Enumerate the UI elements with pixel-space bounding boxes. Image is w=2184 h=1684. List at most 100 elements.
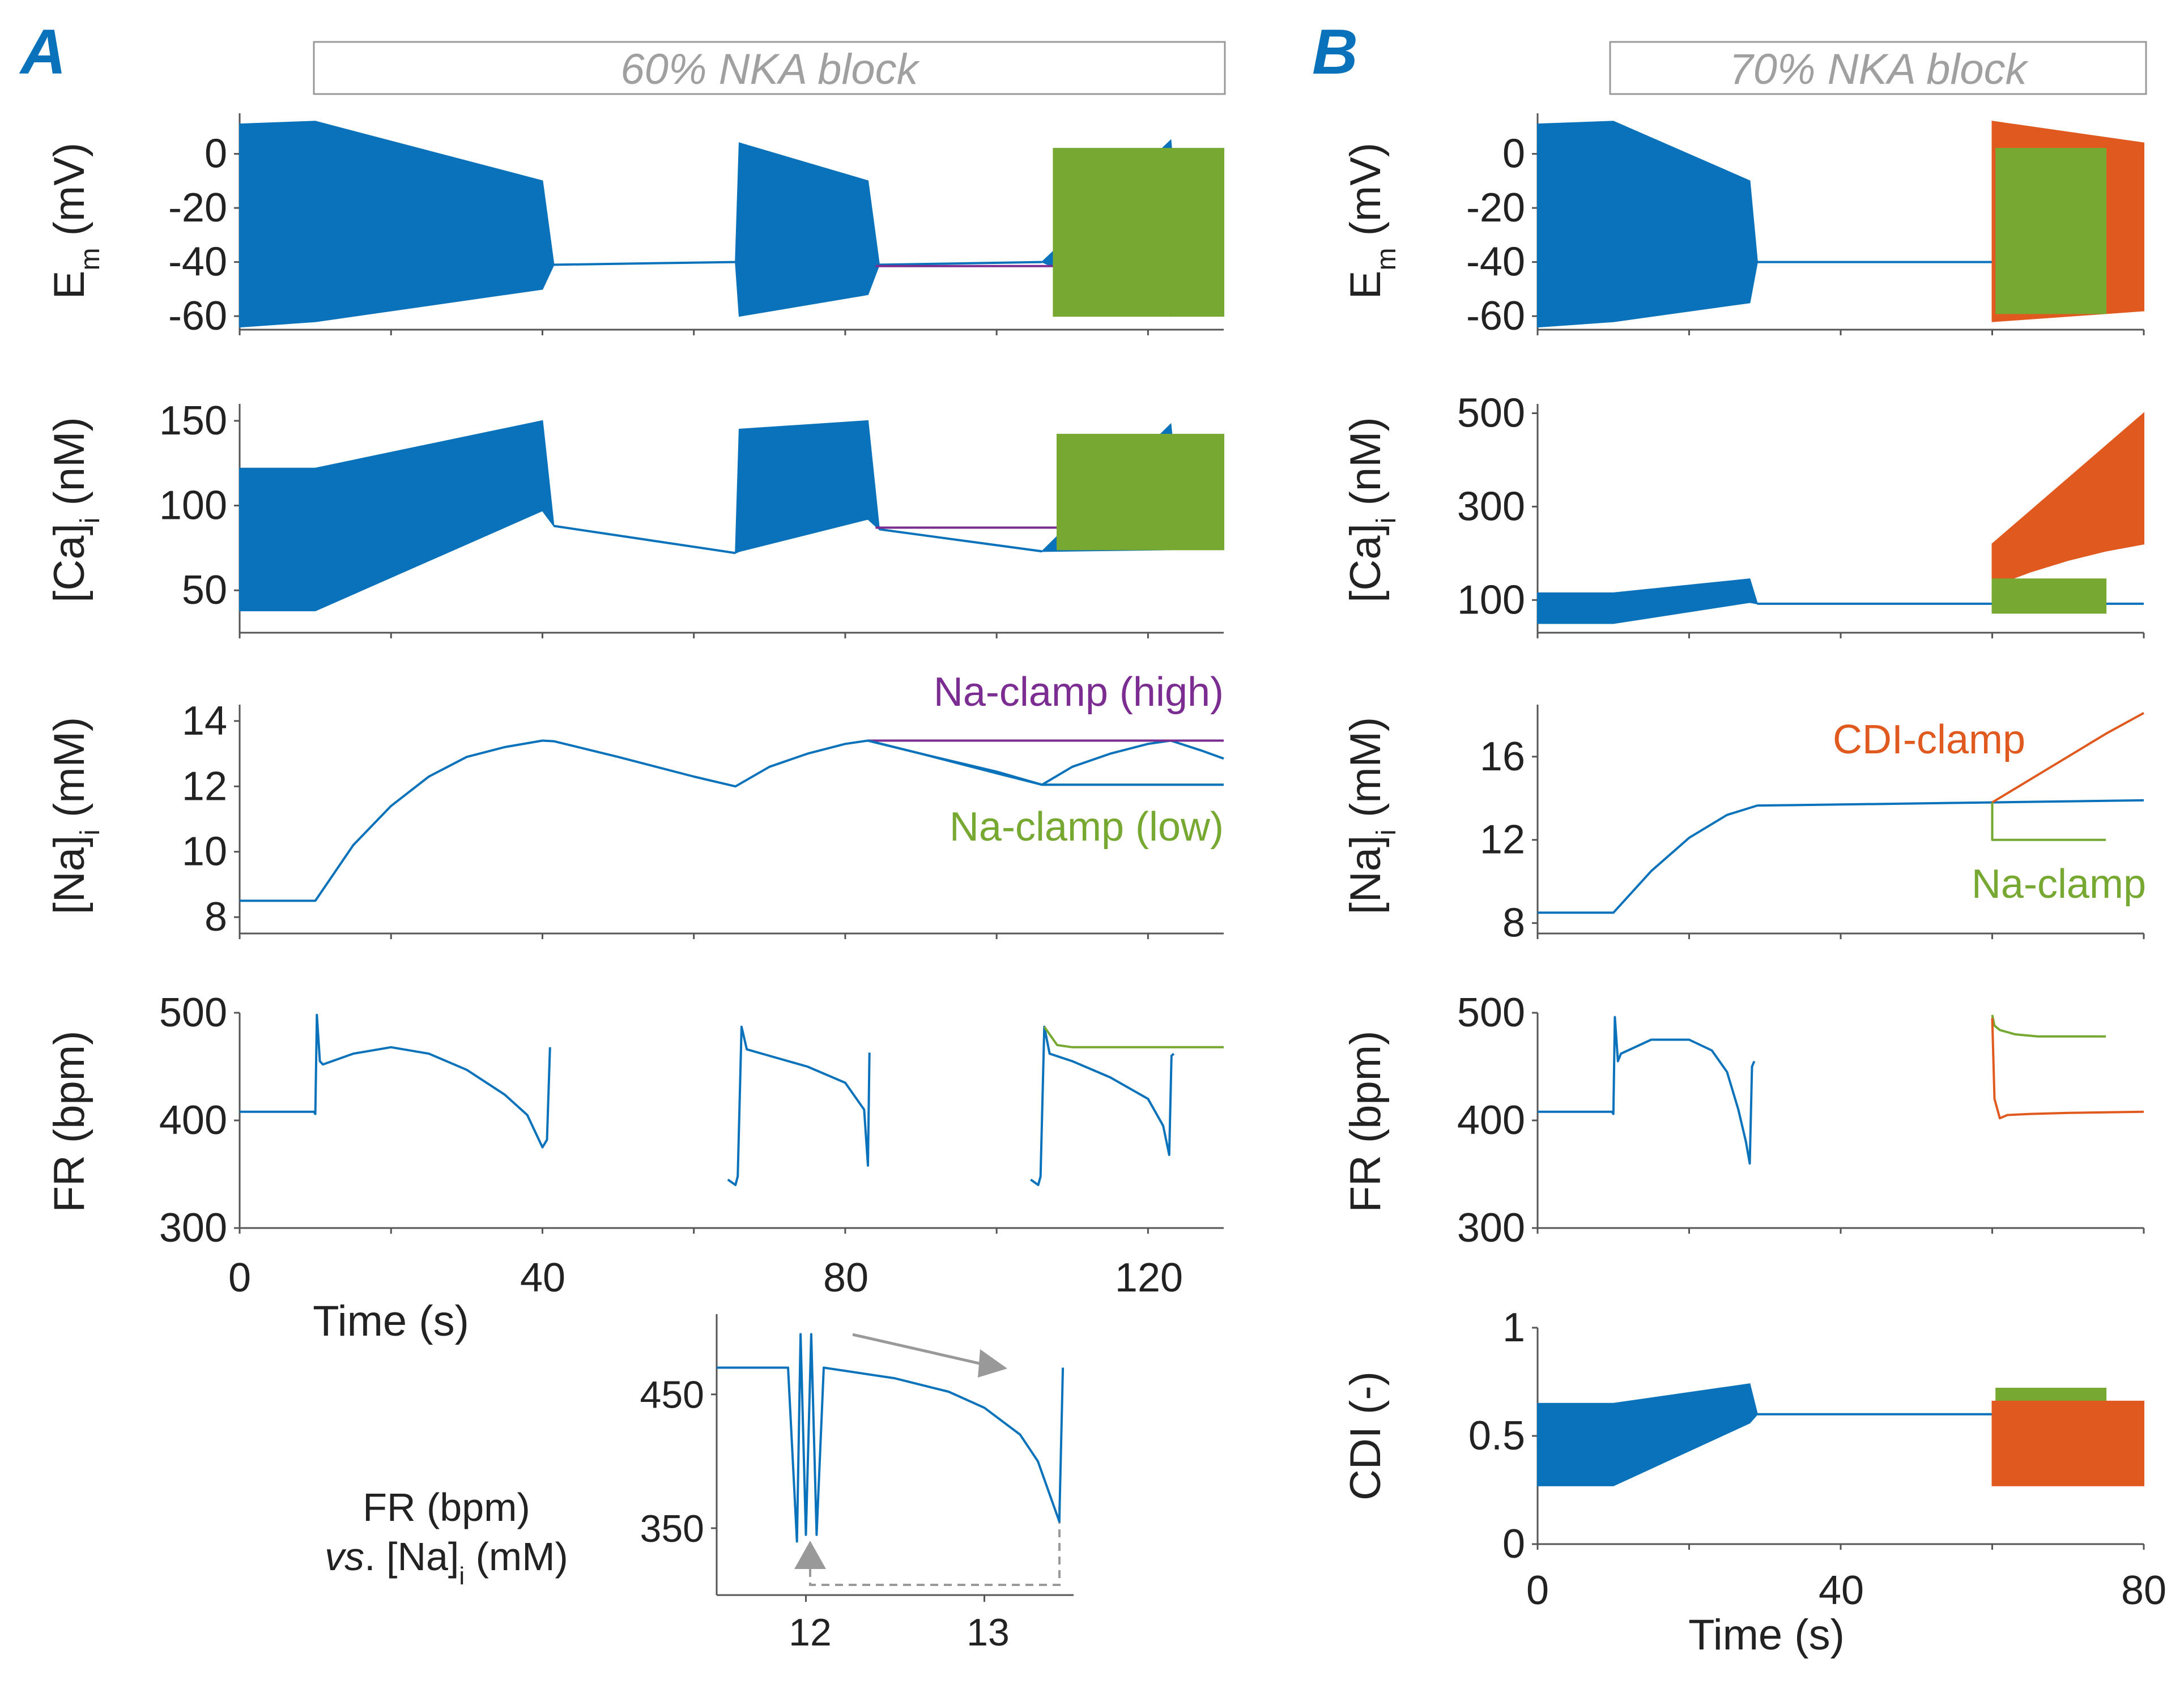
- a-time-tick-labels: 0 40 80 120: [228, 1255, 1183, 1301]
- y-tick-label-A-Em--20: -20: [168, 185, 227, 231]
- series-A-Em-baseline-flat: [554, 261, 736, 266]
- series-B-Em-na-clamp: [1995, 148, 2107, 314]
- series-A-FR-baseline-2: [727, 1025, 871, 1186]
- chart-B-Em: 0 -20 -40 -60: [1466, 113, 2145, 339]
- series-A-Ca-na-clamp-low-: [1057, 433, 1224, 551]
- y-tick-label-B-Em--40: -40: [1466, 240, 1525, 285]
- panel-letter-b: B: [1312, 16, 1358, 87]
- series-B-Na-baseline: [1538, 799, 2144, 914]
- a-time-tick-40: 40: [520, 1255, 565, 1301]
- chart-B-FR: 500 400 300: [1457, 990, 2145, 1251]
- y-title-b-fr: FR (bpm): [1342, 1031, 1390, 1213]
- chart-B-Ca: 500 300 100: [1457, 390, 2145, 638]
- inset-x-tick-13: 13: [967, 1611, 1010, 1654]
- y-tick-label-A-Ca-50: 50: [182, 568, 227, 613]
- y-title-b-ca: [Ca]i (nM): [1342, 417, 1402, 602]
- y-tick-label-A-inset-350: 350: [640, 1507, 704, 1550]
- y-title-a-em: Em (mV): [45, 143, 105, 299]
- panel-letter-a: A: [19, 16, 66, 87]
- inset-title-line1: FR (bpm): [363, 1485, 530, 1529]
- condition-label-b: 70% NKA block: [1729, 45, 2029, 93]
- inset-x-tick-12: 12: [789, 1611, 832, 1654]
- y-tick-label-A-Na-8: 8: [205, 894, 227, 940]
- y-tick-label-B-Na-12: 12: [1480, 817, 1525, 863]
- series-A-FR-baseline: [240, 1013, 551, 1149]
- y-tick-label-B-Em-0: 0: [1502, 131, 1525, 177]
- series-A-Na-baseline-branch: [867, 739, 1224, 786]
- annotation-na-clamp-low-a: Na-clamp (low): [950, 804, 1224, 850]
- y-tick-label-B-CDI-0.5: 0.5: [1468, 1413, 1525, 1459]
- chart-A-FR: 500 400 300: [159, 990, 1224, 1251]
- y-title-b-em: Em (mV): [1342, 143, 1402, 299]
- plots-layer: 0-20-40-60150100501412108500400300450350…: [159, 113, 2145, 1602]
- chart-B-CDI: 10.50: [1468, 1305, 2145, 1567]
- y-tick-label-A-Na-12: 12: [182, 764, 227, 809]
- chart-A-Ca: 150 100 50: [159, 398, 1224, 638]
- series-A-FR-baseline-3: [1030, 1025, 1175, 1186]
- y-tick-label-B-Ca-500: 500: [1457, 390, 1525, 436]
- y-tick-label-A-Em--40: -40: [168, 240, 227, 285]
- series-A-Ca-baseline-flat: [554, 525, 736, 555]
- series-A-inset-fr-vs-na: [717, 1333, 1065, 1543]
- annotation-na-clamp-high-a: Na-clamp (high): [934, 670, 1224, 715]
- y-tick-label-B-FR-400: 400: [1457, 1098, 1525, 1143]
- y-tick-label-B-CDI-0: 0: [1502, 1521, 1525, 1567]
- a-time-tick-0: 0: [228, 1255, 251, 1301]
- series-B-CDI-cdi-clamp: [1991, 1400, 2144, 1486]
- inset-x-tick-labels: 12 13: [789, 1611, 1010, 1654]
- series-B-Na-na-clamp: [1991, 802, 2106, 841]
- chart-A-inset: 450 350: [640, 1314, 1074, 1602]
- y-tick-label-B-Em--60: -60: [1466, 293, 1525, 339]
- b-time-tick-labels: 0 40 80: [1526, 1568, 2166, 1613]
- y-tick-label-A-FR-400: 400: [159, 1098, 227, 1143]
- y-tick-label-B-Em--20: -20: [1466, 185, 1525, 231]
- y-title-a-ca: [Ca]i (nM): [45, 417, 105, 602]
- y-tick-label-A-inset-450: 450: [640, 1374, 704, 1417]
- series-B-FR-cdi-clamp: [1991, 1018, 2144, 1120]
- y-tick-label-B-CDI-1: 1: [1502, 1305, 1525, 1350]
- condition-label-a: 60% NKA block: [620, 45, 920, 93]
- a-time-tick-80: 80: [823, 1255, 869, 1301]
- y-tick-label-A-FR-500: 500: [159, 990, 227, 1035]
- y-tick-label-A-Em--60: -60: [168, 293, 227, 339]
- y-tick-label-A-Na-14: 14: [182, 698, 227, 744]
- inset-arrow-line: [852, 1333, 987, 1367]
- inset-dashed-guide: [809, 1507, 1061, 1586]
- x-title-a: Time (s): [313, 1297, 469, 1345]
- condition-box-a: [313, 41, 1226, 95]
- inset-title-line2: vs. [Na]i (mM): [325, 1534, 568, 1590]
- y-tick-label-A-Na-10: 10: [182, 829, 227, 875]
- inset-up-arrow-head: [794, 1541, 826, 1569]
- series-B-FR-na-clamp: [1991, 1014, 2106, 1038]
- y-tick-label-A-Ca-150: 150: [159, 398, 227, 444]
- chart-A-Na: 14 12 10 8: [182, 698, 1224, 940]
- a-time-tick-120: 120: [1115, 1255, 1183, 1301]
- series-A-Na-baseline: [240, 739, 1224, 902]
- y-tick-label-B-Ca-100: 100: [1457, 577, 1525, 623]
- y-tick-label-B-Na-8: 8: [1502, 901, 1525, 946]
- y-title-a-na: [Na]i (mM): [45, 717, 105, 914]
- series-A-Em-baseline-flat: [879, 261, 1042, 266]
- y-title-a-fr: FR (bpm): [45, 1031, 93, 1213]
- y-tick-label-A-Em-0: 0: [205, 131, 227, 177]
- b-time-tick-40: 40: [1819, 1568, 1864, 1613]
- x-title-b: Time (s): [1688, 1611, 1845, 1659]
- series-B-Ca-cdi-clamp: [1991, 412, 2144, 587]
- series-B-Ca-na-clamp: [1991, 578, 2107, 614]
- y-title-b-na: [Na]i (mM): [1342, 717, 1402, 914]
- condition-box-b: [1609, 41, 2147, 95]
- y-tick-label-B-FR-300: 300: [1457, 1205, 1525, 1251]
- y-title-b-cdi: CDI (-): [1342, 1371, 1390, 1500]
- series-A-Ca-baseline-flat: [879, 528, 1042, 553]
- chart-A-Em: 0 -20 -40 -60: [168, 113, 1224, 339]
- series-B-Na-cdi-clamp: [1991, 711, 2144, 804]
- annotation-cdi-clamp-b: CDI-clamp: [1833, 717, 2025, 762]
- y-tick-label-B-Ca-300: 300: [1457, 484, 1525, 529]
- series-A-FR-na-clamp-low-: [1043, 1026, 1224, 1048]
- b-time-tick-80: 80: [2121, 1568, 2166, 1613]
- y-tick-label-B-FR-500: 500: [1457, 990, 1525, 1035]
- annotation-na-clamp-b: Na-clamp: [1972, 862, 2146, 907]
- inset-arrow-head: [978, 1349, 1007, 1378]
- chart-B-Na: 16 12 8: [1480, 705, 2145, 946]
